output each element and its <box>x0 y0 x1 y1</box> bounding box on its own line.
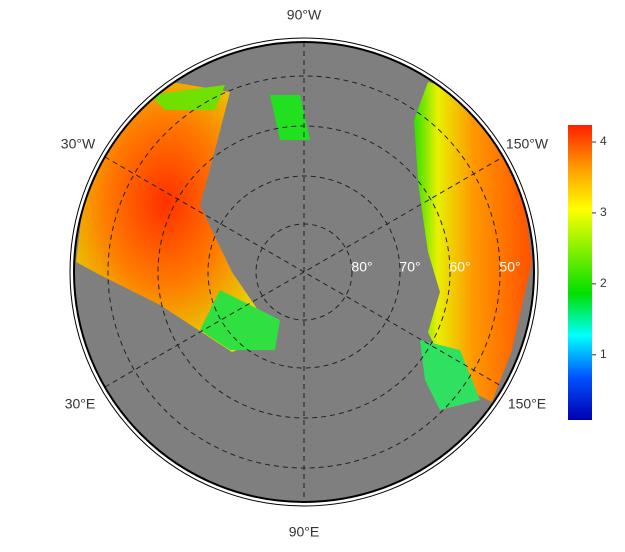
lat-label: 50° <box>499 259 520 275</box>
lon-label: 150°W <box>506 136 549 152</box>
colorbar <box>568 125 592 420</box>
lat-label: 60° <box>449 259 470 275</box>
map-area <box>74 42 534 502</box>
lon-label: 90°E <box>289 524 320 540</box>
baffin-field <box>150 85 225 110</box>
lat-label: 70° <box>399 259 420 275</box>
map-border <box>73 41 535 503</box>
pacific-field <box>414 82 532 402</box>
okhotsk-field <box>420 340 480 410</box>
lat-label: 80° <box>351 259 372 275</box>
hudson-field <box>270 95 310 140</box>
atlantic-field <box>76 80 275 352</box>
barents-field <box>200 290 280 350</box>
colorbar-tick-label: 2 <box>600 276 607 290</box>
map-frame <box>69 37 539 507</box>
colorbar-tick-label: 3 <box>600 205 607 219</box>
colorbar-tick-label: 1 <box>600 347 607 361</box>
lon-label: 90°W <box>287 7 322 23</box>
lon-label: 30°E <box>65 396 96 412</box>
graticule <box>104 42 504 502</box>
colorbar-tick-label: 4 <box>600 134 607 148</box>
lon-label: 30°W <box>61 136 96 152</box>
lon-label: 150°E <box>508 396 546 412</box>
